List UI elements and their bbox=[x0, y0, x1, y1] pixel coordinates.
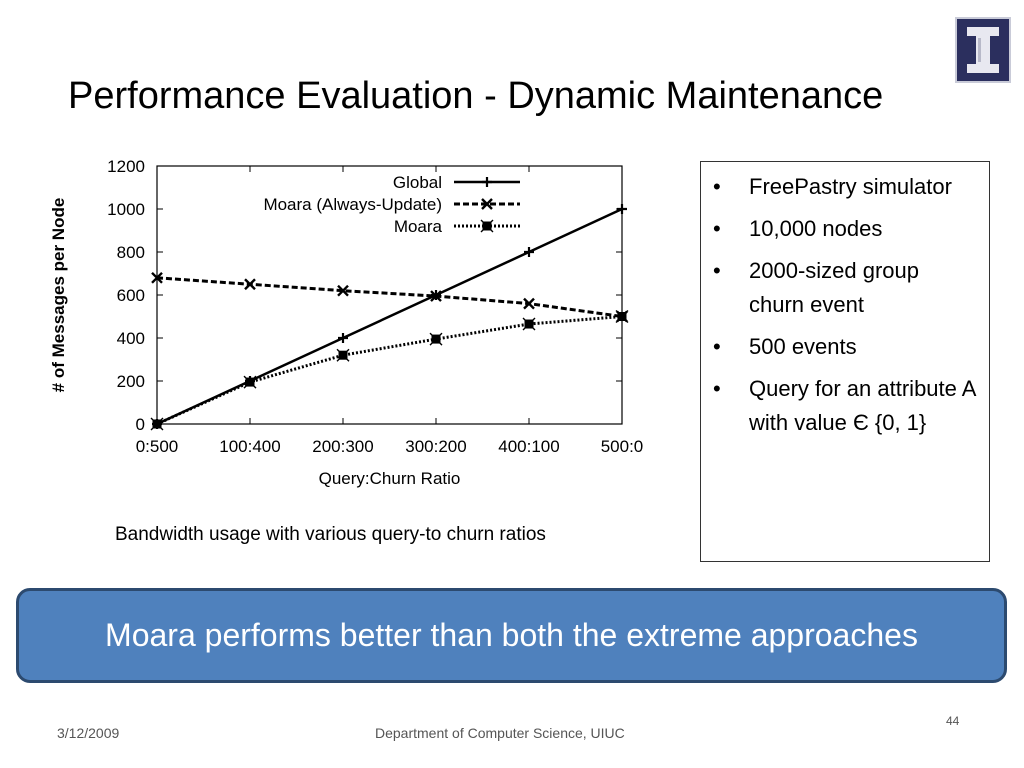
series-line bbox=[156, 315, 623, 426]
x-tick-label: 0:500 bbox=[136, 437, 179, 456]
x-tick-label: 500:0 bbox=[601, 437, 644, 456]
point-marker-boxcross bbox=[336, 348, 350, 362]
banner-text: Moara performs better than both the extr… bbox=[105, 617, 918, 653]
point-marker-boxcross bbox=[150, 417, 164, 431]
illinois-logo bbox=[955, 17, 1011, 83]
legend-label: Moara bbox=[394, 217, 443, 236]
y-tick-label: 1000 bbox=[107, 200, 145, 219]
y-tick-label: 800 bbox=[117, 243, 145, 262]
point-marker-boxcross bbox=[243, 375, 257, 389]
point-marker-boxcross bbox=[429, 332, 443, 346]
bullet-text: 500 events bbox=[749, 334, 857, 359]
point-marker-cross bbox=[244, 278, 256, 291]
point-marker-cross bbox=[337, 284, 349, 297]
chart-caption: Bandwidth usage with various query-to ch… bbox=[115, 524, 546, 545]
chart-svg: 0 200 400 600 800 1000 1200 0:500 100:400 200:300… bbox=[49, 157, 644, 488]
y-axis-label: # of Messages per Node bbox=[49, 198, 68, 393]
bullet-dot: • bbox=[713, 174, 721, 199]
bullet-text: Query for an attribute A with value Є {0… bbox=[749, 376, 976, 435]
point-marker-cross bbox=[481, 198, 493, 210]
point-marker-plus bbox=[338, 333, 348, 343]
bullet-item: • 500 events bbox=[701, 330, 979, 364]
x-tick-label: 400:100 bbox=[498, 437, 559, 456]
illinois-block-i-icon bbox=[967, 27, 999, 73]
conclusion-banner: Moara performs better than both the extr… bbox=[16, 588, 1007, 683]
x-tick-label: 100:400 bbox=[219, 437, 280, 456]
y-tick-label: 1200 bbox=[107, 157, 145, 176]
bullet-item: • 10,000 nodes bbox=[701, 212, 979, 246]
point-marker-cross bbox=[430, 290, 442, 302]
bullet-dot: • bbox=[713, 334, 721, 359]
point-marker-cross bbox=[151, 271, 163, 284]
page-number: 44 bbox=[946, 714, 960, 728]
bullet-item: • FreePastry simulator bbox=[701, 170, 979, 204]
point-marker-boxcross bbox=[522, 317, 536, 331]
y-tick-label: 600 bbox=[117, 286, 145, 305]
bullet-dot: • bbox=[713, 376, 721, 401]
bullet-dot: • bbox=[713, 258, 721, 283]
legend-label: Global bbox=[393, 173, 442, 192]
bullet-box: • FreePastry simulator • 10,000 nodes • 200… bbox=[700, 161, 990, 562]
point-marker-plus bbox=[524, 247, 534, 257]
bullet-text: FreePastry simulator bbox=[749, 174, 952, 199]
point-marker-boxcross bbox=[480, 219, 494, 233]
bandwidth-chart: 0 200 400 600 800 1000 1200 0:500 100:400 200:300… bbox=[40, 150, 660, 500]
x-tick-label: 200:300 bbox=[312, 437, 373, 456]
point-marker-cross bbox=[523, 297, 535, 310]
point-marker-boxcross bbox=[615, 310, 629, 323]
footer-department: Department of Computer Science, UIUC bbox=[375, 725, 625, 741]
y-tick-label: 200 bbox=[117, 372, 145, 391]
bullet-item: • Query for an attribute A with value Є {… bbox=[701, 372, 979, 440]
bullet-list: • FreePastry simulator • 10,000 nodes • 200… bbox=[701, 162, 989, 440]
bullet-dot: • bbox=[713, 216, 721, 241]
x-tick-label: 300:200 bbox=[405, 437, 466, 456]
slide-title: Performance Evaluation - Dynamic Mainten… bbox=[68, 75, 884, 117]
legend-label: Moara (Always-Update) bbox=[263, 195, 442, 214]
point-marker-plus bbox=[617, 204, 627, 214]
bullet-text: 10,000 nodes bbox=[749, 216, 883, 241]
bullet-text: 2000-sized group churn event bbox=[749, 258, 920, 317]
bullet-item: • 2000-sized group churn event bbox=[701, 254, 979, 322]
y-tick-label: 400 bbox=[117, 329, 145, 348]
x-axis-label: Query:Churn Ratio bbox=[319, 469, 461, 488]
footer-date: 3/12/2009 bbox=[57, 725, 120, 741]
y-tick-label: 0 bbox=[136, 415, 145, 434]
point-marker-plus bbox=[482, 177, 492, 187]
series-line bbox=[156, 276, 623, 318]
